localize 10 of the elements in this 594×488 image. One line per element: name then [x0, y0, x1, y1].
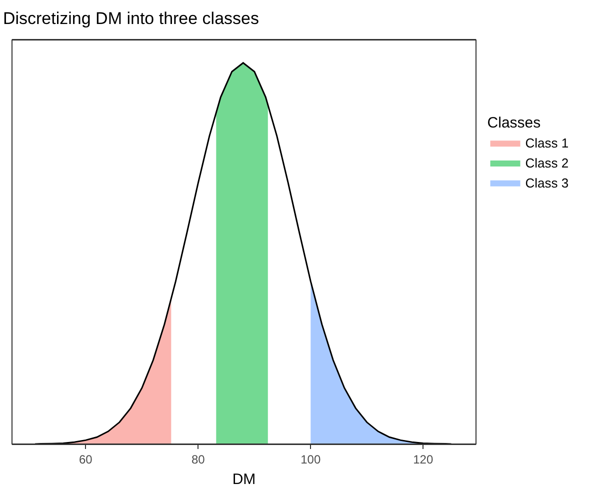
- x-tick-label: 120: [413, 452, 434, 466]
- chart-title: Discretizing DM into three classes: [2, 9, 259, 28]
- legend-title: Classes: [487, 114, 541, 132]
- legend-label: Class 1: [525, 136, 569, 151]
- legend-label: Class 3: [525, 175, 569, 190]
- legend-label: Class 2: [525, 156, 569, 171]
- x-axis-title: DM: [232, 471, 256, 488]
- x-tick-label: 100: [300, 452, 321, 466]
- x-tick-label: 60: [79, 452, 93, 466]
- x-tick-label: 80: [191, 452, 206, 466]
